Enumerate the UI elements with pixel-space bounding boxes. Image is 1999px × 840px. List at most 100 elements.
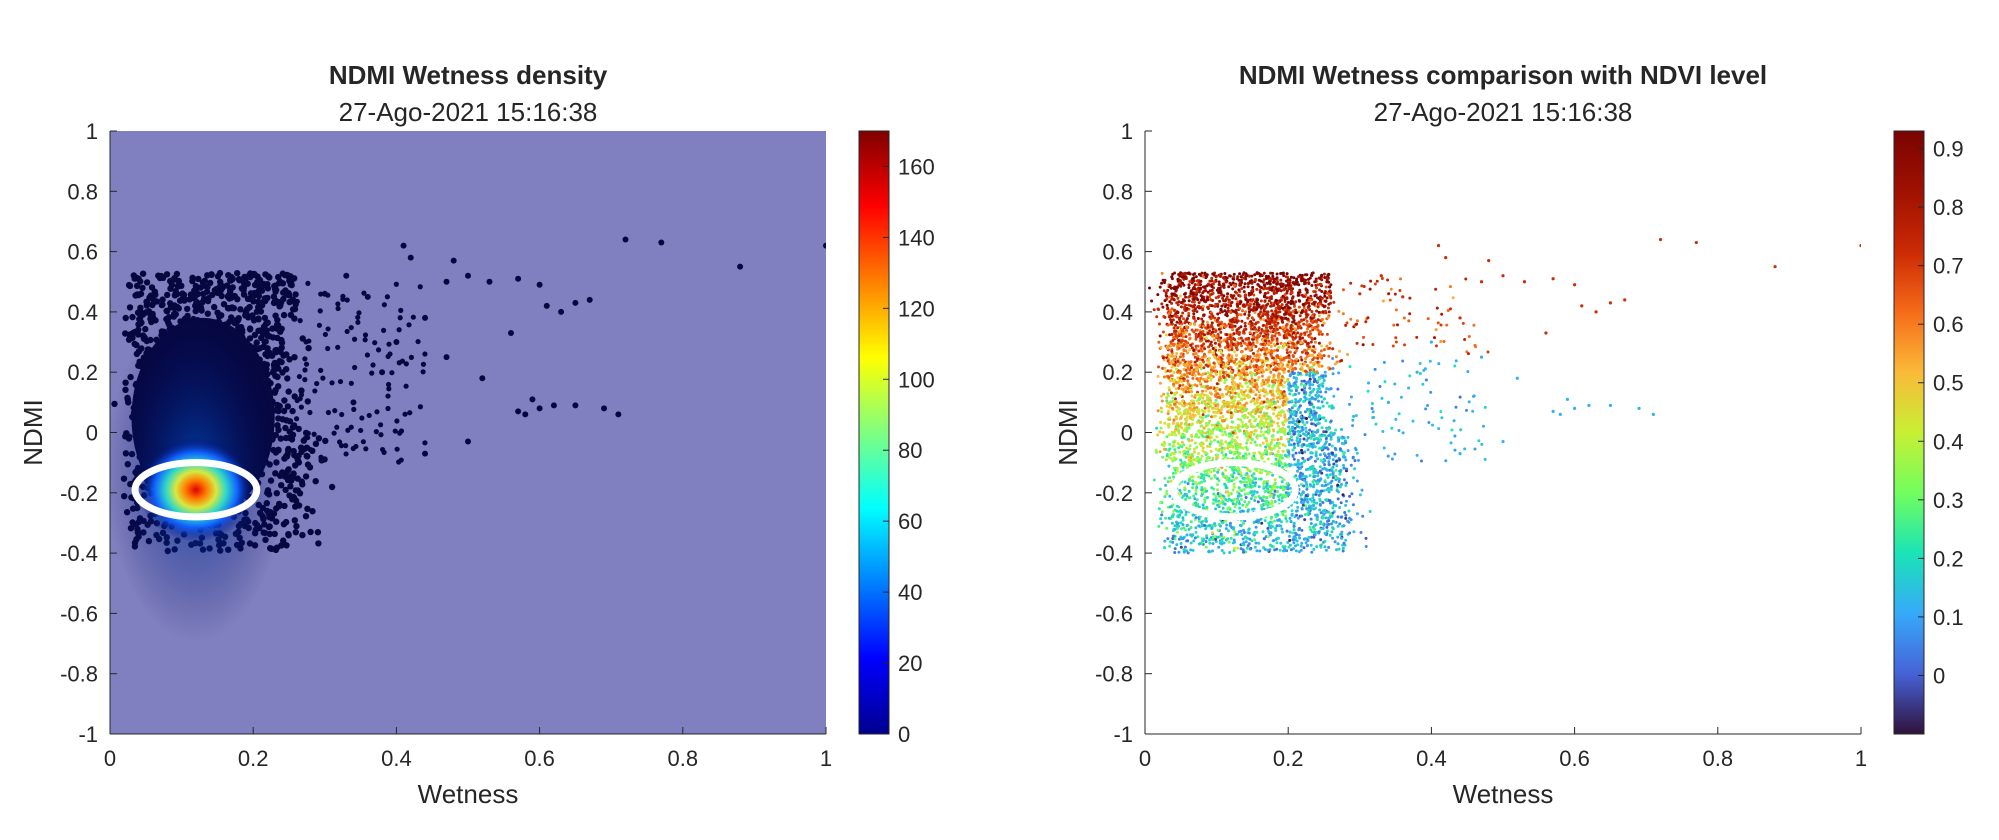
data-point bbox=[1294, 398, 1297, 401]
data-point bbox=[318, 368, 323, 373]
data-point bbox=[1301, 457, 1304, 460]
data-point bbox=[1203, 480, 1206, 483]
data-point bbox=[299, 478, 305, 484]
data-point bbox=[1356, 452, 1359, 455]
data-point bbox=[1185, 335, 1188, 338]
data-point bbox=[355, 315, 360, 320]
data-point bbox=[1336, 388, 1339, 391]
outlier-point bbox=[551, 402, 557, 408]
data-point bbox=[1201, 308, 1204, 311]
data-point bbox=[402, 412, 407, 417]
data-point bbox=[1275, 541, 1278, 544]
data-point bbox=[1330, 488, 1333, 491]
data-point bbox=[1171, 366, 1174, 369]
data-point bbox=[1302, 491, 1305, 494]
data-point bbox=[1325, 430, 1328, 433]
data-point bbox=[1225, 527, 1228, 530]
data-point bbox=[1284, 284, 1287, 287]
outlier-point bbox=[587, 297, 593, 303]
data-point bbox=[281, 397, 287, 403]
data-point bbox=[167, 286, 173, 292]
data-point bbox=[1297, 433, 1300, 436]
data-point bbox=[1188, 338, 1191, 341]
data-point bbox=[1168, 300, 1171, 303]
data-point bbox=[1303, 479, 1306, 482]
data-point bbox=[1255, 526, 1258, 529]
data-point bbox=[1219, 416, 1222, 419]
data-point bbox=[1230, 440, 1233, 443]
data-point bbox=[1258, 485, 1261, 488]
data-point bbox=[403, 384, 408, 389]
data-point bbox=[1313, 479, 1316, 482]
data-point bbox=[335, 345, 340, 350]
data-point bbox=[1186, 534, 1189, 537]
data-point bbox=[418, 284, 423, 289]
data-point bbox=[1253, 311, 1256, 314]
density-chart: NDMI Wetness density 27-Ago-2021 15:16:3… bbox=[18, 60, 935, 809]
data-point bbox=[1327, 453, 1330, 456]
data-point bbox=[1159, 421, 1162, 424]
data-point bbox=[1161, 510, 1164, 513]
data-point bbox=[129, 334, 135, 340]
data-point bbox=[1168, 517, 1171, 520]
data-point bbox=[279, 369, 285, 375]
data-point bbox=[1232, 376, 1235, 379]
chart-subtitle: 27-Ago-2021 15:16:38 bbox=[1374, 97, 1633, 127]
data-point bbox=[422, 440, 427, 445]
data-point bbox=[1195, 516, 1198, 519]
data-point bbox=[287, 429, 293, 435]
data-point bbox=[1315, 286, 1318, 289]
data-point bbox=[1274, 529, 1277, 532]
data-point bbox=[1337, 515, 1340, 518]
data-point bbox=[1310, 518, 1313, 521]
data-point bbox=[1267, 458, 1270, 461]
data-point bbox=[1340, 533, 1343, 536]
data-point bbox=[270, 369, 276, 375]
data-point bbox=[1327, 307, 1330, 310]
data-point bbox=[1162, 393, 1165, 396]
data-point bbox=[322, 438, 328, 444]
data-point bbox=[1260, 471, 1263, 474]
data-point bbox=[385, 406, 390, 411]
data-point bbox=[1312, 376, 1315, 379]
data-point bbox=[208, 271, 214, 277]
data-point bbox=[1233, 273, 1236, 276]
data-point bbox=[1231, 421, 1234, 424]
data-point bbox=[1307, 536, 1310, 539]
data-point bbox=[1329, 367, 1332, 370]
data-point bbox=[1326, 520, 1329, 523]
data-point bbox=[1188, 299, 1191, 302]
data-point bbox=[1334, 363, 1337, 366]
data-point bbox=[1305, 417, 1308, 420]
data-point bbox=[1223, 483, 1226, 486]
data-point bbox=[1176, 510, 1179, 513]
colorbar-tick-label: 140 bbox=[898, 225, 935, 250]
data-point bbox=[134, 283, 140, 289]
data-point bbox=[1253, 452, 1256, 455]
data-point bbox=[340, 294, 345, 299]
data-point bbox=[1308, 374, 1311, 377]
data-point bbox=[1290, 548, 1293, 551]
x-axis-label: Wetness bbox=[418, 779, 519, 809]
colorbar-tick-label: 100 bbox=[898, 367, 935, 392]
outlier-point bbox=[658, 240, 664, 246]
data-point bbox=[1187, 296, 1190, 299]
data-point bbox=[1155, 451, 1158, 454]
data-point bbox=[285, 531, 291, 537]
data-point bbox=[1195, 291, 1198, 294]
data-point bbox=[1307, 296, 1310, 299]
data-point bbox=[1148, 287, 1151, 290]
data-point bbox=[1312, 493, 1315, 496]
data-point bbox=[1301, 294, 1304, 297]
data-point bbox=[422, 351, 427, 356]
data-point bbox=[304, 453, 310, 459]
data-point bbox=[1289, 415, 1292, 418]
data-point bbox=[1195, 492, 1198, 495]
data-point bbox=[1236, 470, 1239, 473]
data-point bbox=[264, 345, 270, 351]
data-point bbox=[1206, 445, 1209, 448]
data-point bbox=[1307, 448, 1310, 451]
data-point bbox=[1289, 374, 1292, 377]
data-point bbox=[1263, 395, 1266, 398]
data-point bbox=[1334, 540, 1337, 543]
